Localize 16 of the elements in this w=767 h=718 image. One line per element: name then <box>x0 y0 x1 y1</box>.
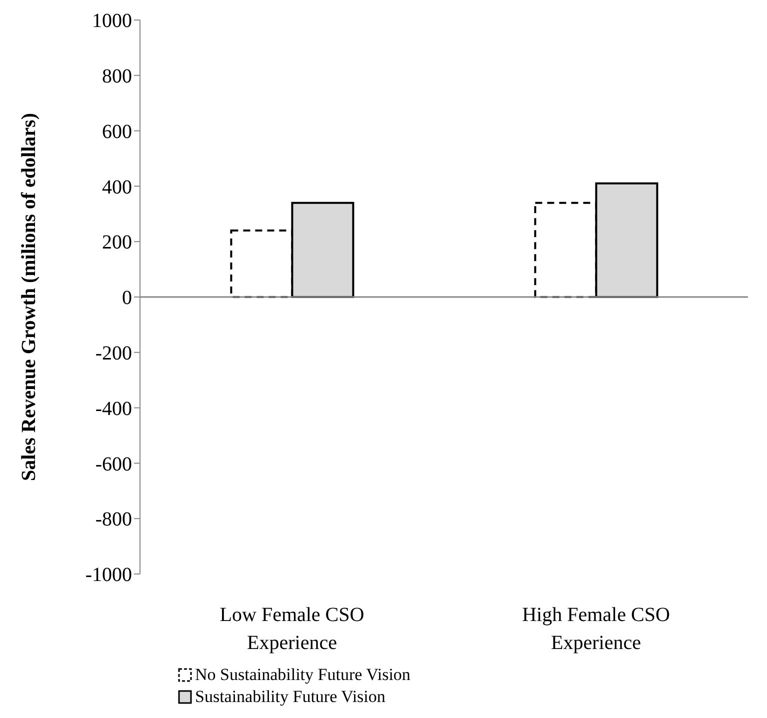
y-tick-label: 400 <box>102 176 132 198</box>
x-tick-label: High Female CSO Experience <box>522 604 670 654</box>
legend-label: Sustainability Future Vision <box>195 687 386 707</box>
y-tick-label: -800 <box>95 508 132 531</box>
y-tick-label: -400 <box>95 398 132 420</box>
y-axis-title: Sales Revenue Growth (milions of edollars) <box>18 113 40 481</box>
x-tick-label: Low Female CSO Experience <box>220 604 364 654</box>
legend-label: No Sustainability Future Vision <box>195 665 410 685</box>
y-tick-label: 800 <box>102 66 132 88</box>
y-tick-label: -600 <box>95 453 132 476</box>
y-tick-label: 600 <box>102 120 132 143</box>
y-tick-label: -200 <box>95 342 132 364</box>
y-tick-label: 1000 <box>92 10 132 32</box>
y-tick-label: 0 <box>122 287 132 310</box>
y-tick-label: -1000 <box>85 564 132 586</box>
y-tick-label: 200 <box>102 232 132 254</box>
